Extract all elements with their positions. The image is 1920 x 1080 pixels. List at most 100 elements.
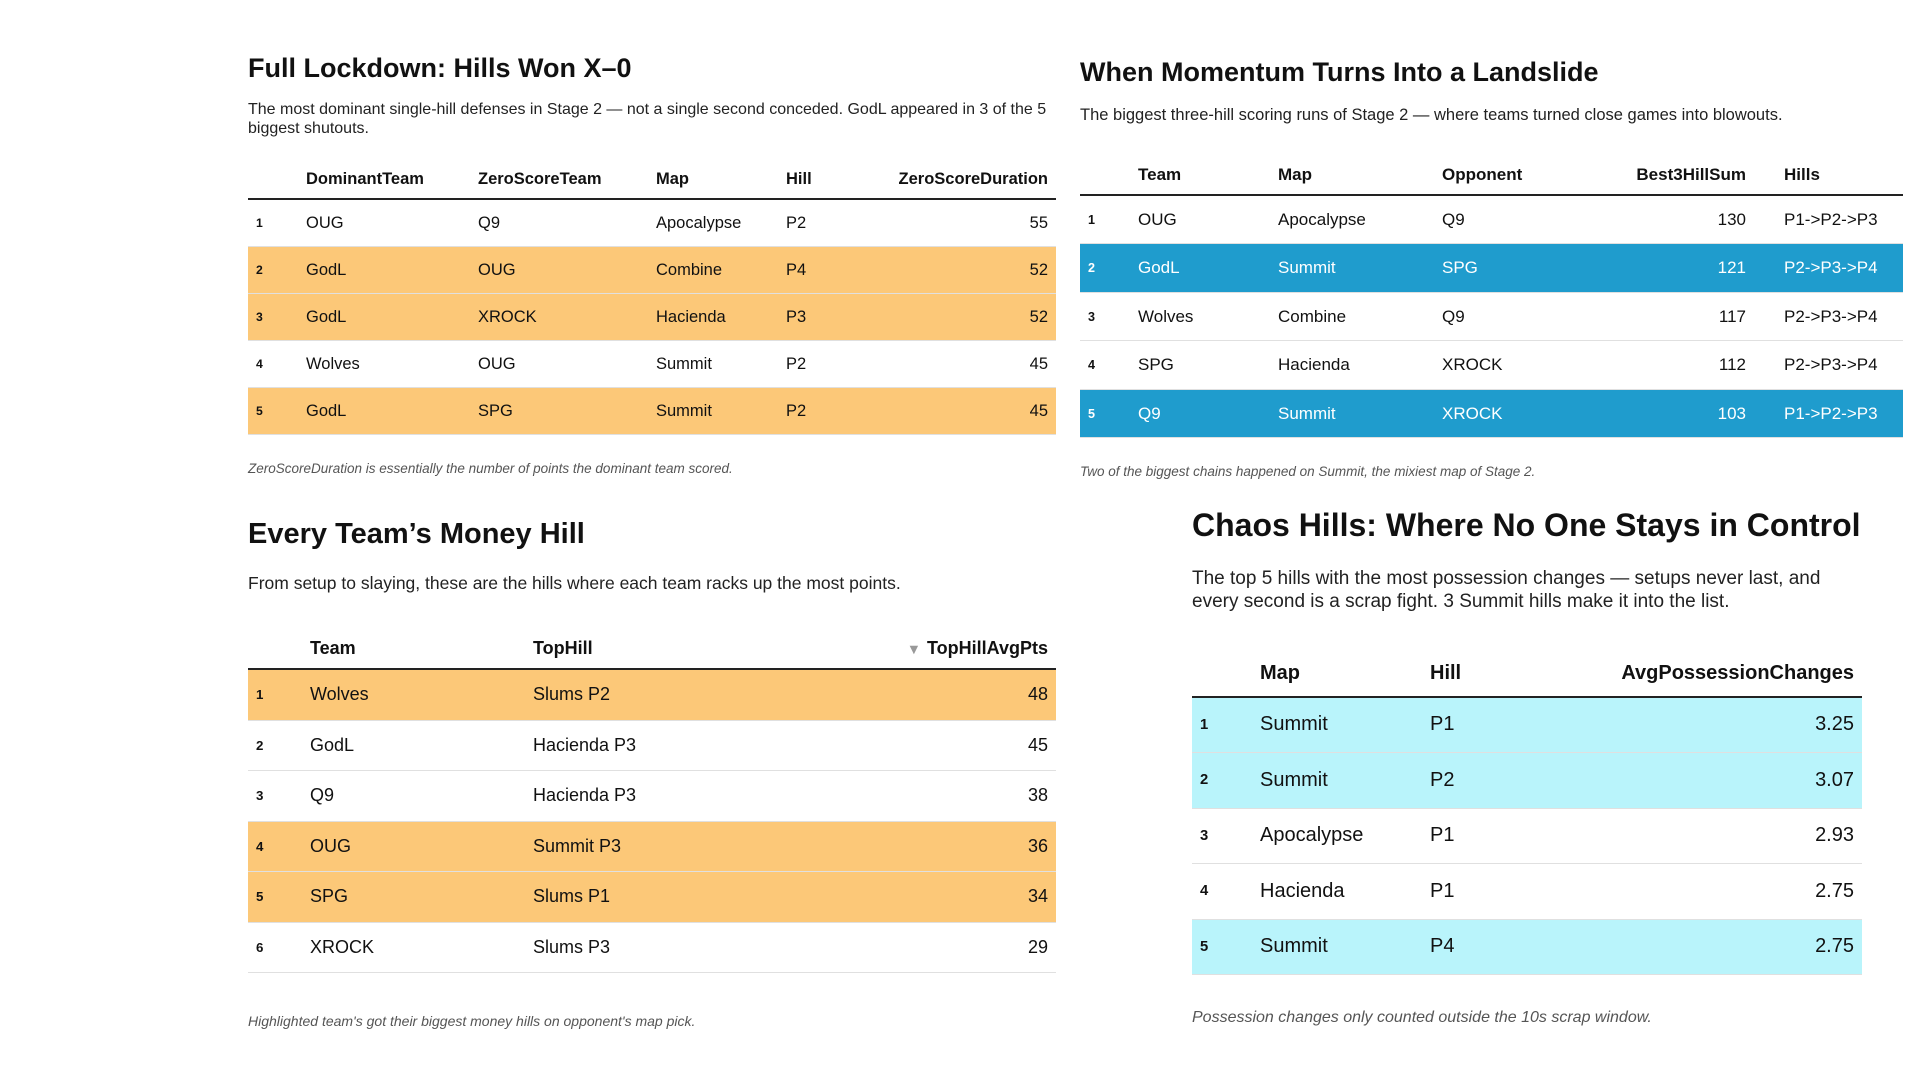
rank-cell: 5 xyxy=(1192,919,1252,976)
table-row[interactable]: 6 XROCK Slums P3 29 xyxy=(248,922,1056,973)
table-row[interactable]: 5 Q9 Summit XROCK 103 P1->P2->P3 xyxy=(1080,389,1903,439)
hill-cell: P4 xyxy=(1422,919,1572,976)
table-row[interactable]: 4 OUG Summit P3 36 xyxy=(248,821,1056,872)
zero-score-team-cell: Q9 xyxy=(470,199,648,248)
column-header-zeroscoreduration[interactable]: ZeroScoreDuration xyxy=(878,160,1056,201)
rank-cell: 4 xyxy=(1192,863,1252,920)
top-hill-avg-pts-cell: 45 xyxy=(825,720,1056,771)
column-header-hill[interactable]: Hill xyxy=(778,160,878,201)
best3hillsum-cell: 130 xyxy=(1584,194,1754,245)
rank-cell: 3 xyxy=(248,293,298,342)
table-row[interactable]: 2 GodL OUG Combine P4 52 xyxy=(248,246,1056,295)
column-header-opponent[interactable]: Opponent xyxy=(1434,155,1584,196)
rank-header xyxy=(248,160,298,201)
dominant-team-cell: GodL xyxy=(298,387,470,436)
hills-cell: P1->P2->P3 xyxy=(1754,194,1903,245)
rank-cell: 4 xyxy=(1080,340,1130,390)
column-header-dominantteam[interactable]: DominantTeam xyxy=(298,160,470,201)
column-header-map[interactable]: Map xyxy=(648,160,778,201)
top-hill-avg-pts-cell: 34 xyxy=(825,871,1056,923)
top-hill-avg-pts-cell: 29 xyxy=(825,922,1056,973)
table-row[interactable]: 1 OUG Q9 Apocalypse P2 55 xyxy=(248,199,1056,248)
top-hill-avg-pts-cell: 36 xyxy=(825,821,1056,872)
zero-score-duration-cell: 45 xyxy=(878,340,1056,389)
table-header-row: Team TopHill ▼ TopHillAvgPts xyxy=(248,628,1056,670)
rank-cell: 1 xyxy=(1080,194,1130,245)
table-row[interactable]: 3 Wolves Combine Q9 117 P2->P3->P4 xyxy=(1080,292,1903,342)
team-cell: SPG xyxy=(1130,340,1270,390)
column-header-hill[interactable]: Hill xyxy=(1422,651,1572,698)
map-cell: Summit xyxy=(648,387,778,436)
hills-cell: P2->P3->P4 xyxy=(1754,243,1903,293)
column-header-hills[interactable]: Hills xyxy=(1754,155,1903,196)
column-header-tophill[interactable]: TopHill xyxy=(525,628,825,670)
money-hill-title: Every Team’s Money Hill xyxy=(248,518,585,550)
table-header-row: Map Hill AvgPossessionChanges xyxy=(1192,651,1862,698)
map-cell: Hacienda xyxy=(648,293,778,342)
column-header-zeroscoreteam[interactable]: ZeroScoreTeam xyxy=(470,160,648,201)
map-cell: Hacienda xyxy=(1270,340,1434,390)
chaos-note: Possession changes only counted outside … xyxy=(1192,1009,1652,1027)
table-row[interactable]: 5 SPG Slums P1 34 xyxy=(248,871,1056,923)
hill-cell: P1 xyxy=(1422,808,1572,865)
table-row[interactable]: 3 GodL XROCK Hacienda P3 52 xyxy=(248,293,1056,342)
table-row[interactable]: 1 OUG Apocalypse Q9 130 P1->P2->P3 xyxy=(1080,194,1903,245)
column-header-map[interactable]: Map xyxy=(1252,651,1422,698)
team-cell: OUG xyxy=(302,821,525,872)
landslide-table: Team Map Opponent Best3HillSum Hills 1 OU… xyxy=(1080,155,1903,439)
column-header-tophillavgpts[interactable]: ▼ TopHillAvgPts xyxy=(825,628,1056,670)
money-hill-table: Team TopHill ▼ TopHillAvgPts 1 Wolves Slums… xyxy=(248,628,1056,973)
hill-cell: P1 xyxy=(1422,696,1572,754)
zero-score-duration-cell: 55 xyxy=(878,199,1056,248)
team-cell: XROCK xyxy=(302,922,525,973)
table-row[interactable]: 2 GodL Summit SPG 121 P2->P3->P4 xyxy=(1080,243,1903,293)
map-cell: Apocalypse xyxy=(1252,808,1422,865)
money-hill-note: Highlighted team's got their biggest mon… xyxy=(248,1013,696,1029)
best3hillsum-cell: 117 xyxy=(1584,292,1754,342)
landslide-subtitle: The biggest three-hill scoring runs of S… xyxy=(1080,106,1783,124)
table-row[interactable]: 2 Summit P2 3.07 xyxy=(1192,752,1862,809)
column-header-team[interactable]: Team xyxy=(1130,155,1270,196)
table-row[interactable]: 4 Wolves OUG Summit P2 45 xyxy=(248,340,1056,389)
hill-cell: P1 xyxy=(1422,863,1572,920)
column-header-map[interactable]: Map xyxy=(1270,155,1434,196)
map-cell: Summit xyxy=(1252,752,1422,809)
table-row[interactable]: 2 GodL Hacienda P3 45 xyxy=(248,720,1056,771)
rank-cell: 4 xyxy=(248,340,298,389)
top-hill-cell: Hacienda P3 xyxy=(525,720,825,771)
rank-cell: 2 xyxy=(1080,243,1130,293)
dominant-team-cell: GodL xyxy=(298,246,470,295)
map-cell: Apocalypse xyxy=(1270,194,1434,245)
rank-cell: 1 xyxy=(248,199,298,248)
hill-cell: P2 xyxy=(778,387,878,436)
table-row[interactable]: 3 Q9 Hacienda P3 38 xyxy=(248,770,1056,822)
money-hill-panel: Every Team’s Money Hill From setup to sl… xyxy=(248,518,1056,1029)
best3hillsum-cell: 103 xyxy=(1584,389,1754,439)
column-header-best3hillsum[interactable]: Best3HillSum xyxy=(1584,155,1754,196)
table-row[interactable]: 4 SPG Hacienda XROCK 112 P2->P3->P4 xyxy=(1080,340,1903,390)
top-hill-cell: Slums P1 xyxy=(525,871,825,923)
team-cell: Wolves xyxy=(302,669,525,721)
hills-cell: P2->P3->P4 xyxy=(1754,340,1903,390)
sort-descending-icon[interactable]: ▼ xyxy=(906,641,921,658)
column-header-team[interactable]: Team xyxy=(302,628,525,670)
rank-cell: 5 xyxy=(248,387,298,436)
money-hill-subtitle: From setup to slaying, these are the hil… xyxy=(248,573,901,593)
zero-score-team-cell: SPG xyxy=(470,387,648,436)
table-row[interactable]: 1 Summit P1 3.25 xyxy=(1192,696,1862,754)
column-header-avgpossessionchanges[interactable]: AvgPossessionChanges xyxy=(1572,651,1862,698)
opponent-cell: Q9 xyxy=(1434,194,1584,245)
table-row[interactable]: 4 Hacienda P1 2.75 xyxy=(1192,863,1862,920)
top-hill-avg-pts-cell: 38 xyxy=(825,770,1056,822)
table-row[interactable]: 5 GodL SPG Summit P2 45 xyxy=(248,387,1056,436)
rank-cell: 5 xyxy=(1080,389,1130,439)
top-hill-cell: Slums P2 xyxy=(525,669,825,721)
table-row[interactable]: 1 Wolves Slums P2 48 xyxy=(248,669,1056,721)
rank-cell: 3 xyxy=(248,770,302,822)
map-cell: Summit xyxy=(648,340,778,389)
table-row[interactable]: 3 Apocalypse P1 2.93 xyxy=(1192,808,1862,865)
landslide-note: Two of the biggest chains happened on Su… xyxy=(1080,464,1536,480)
column-header-label: TopHillAvgPts xyxy=(927,637,1048,658)
table-row[interactable]: 5 Summit P4 2.75 xyxy=(1192,919,1862,976)
rank-cell: 1 xyxy=(248,669,302,721)
